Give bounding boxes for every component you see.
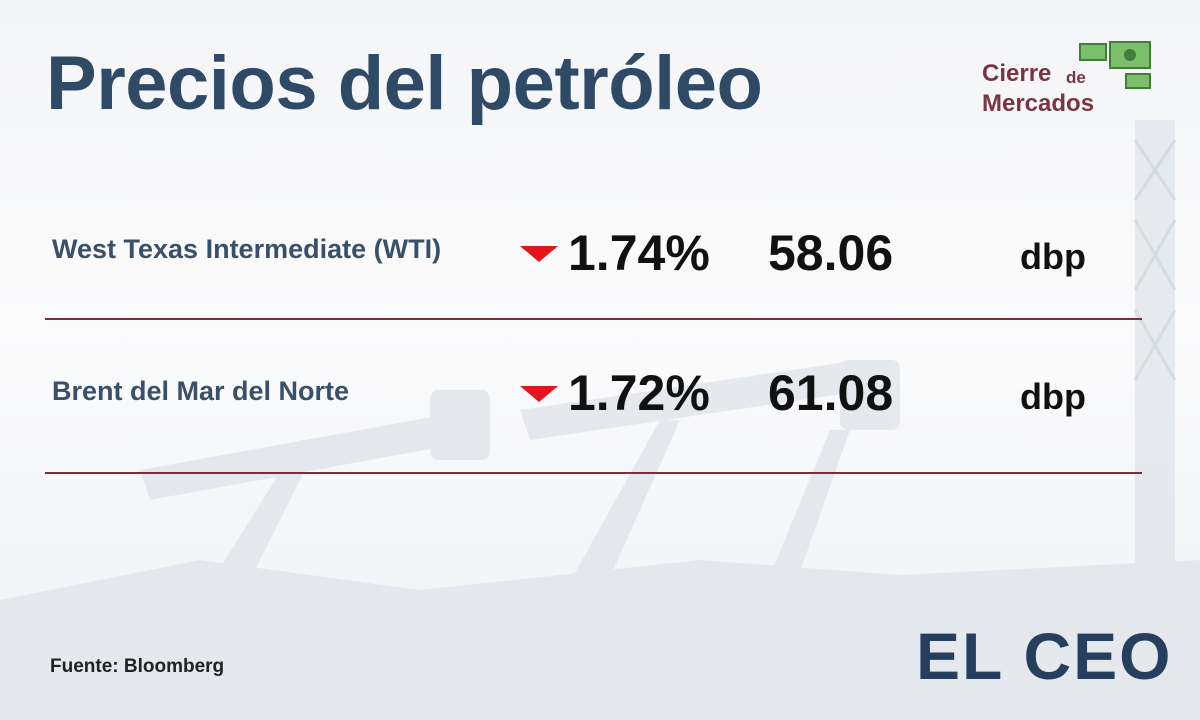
row-unit: dbp	[1020, 376, 1086, 417]
row-price: 58.06	[768, 225, 894, 281]
divider	[45, 318, 1142, 320]
source: Fuente: Bloomberg	[50, 656, 225, 677]
row-change: 1.74%	[568, 225, 710, 281]
row-name: West Texas Intermediate (WTI)	[52, 234, 442, 264]
badge-text: de	[1066, 68, 1086, 87]
row-unit: dbp	[1020, 236, 1086, 277]
row-price: 61.08	[768, 365, 894, 421]
money-icon	[1079, 41, 1151, 89]
down-arrow	[520, 246, 558, 262]
row-change: 1.72%	[568, 365, 710, 421]
badge-text: Cierre	[982, 60, 1052, 87]
title: Precios del petróleo	[46, 41, 763, 126]
logo: EL CEO	[916, 619, 1173, 693]
badge-text: Mercados	[982, 90, 1095, 117]
down-arrow	[520, 386, 558, 402]
row-name: Brent del Mar del Norte	[52, 376, 350, 406]
divider	[45, 472, 1142, 474]
